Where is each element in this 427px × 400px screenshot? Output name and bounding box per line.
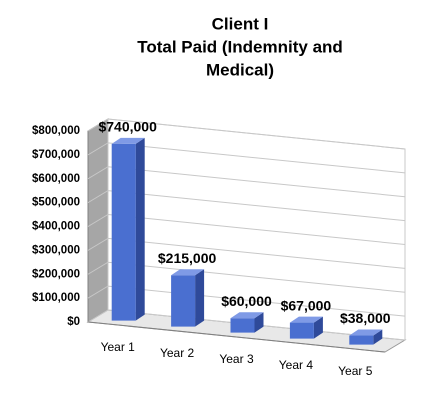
grid-line (87, 142, 406, 174)
y-tick-label: $100,000 (32, 292, 80, 304)
x-tick-label: Year 4 (279, 358, 314, 372)
value-label: $215,000 (158, 250, 217, 266)
bar-side (254, 312, 264, 333)
chart-title: Total Paid (Indemnity and (137, 37, 343, 56)
value-label: $740,000 (98, 119, 157, 135)
grid-line (87, 261, 406, 293)
bar (111, 143, 136, 321)
bar (171, 275, 196, 327)
grid-line (87, 237, 406, 269)
grid-line (87, 190, 406, 222)
y-tick-label: $800,000 (32, 125, 80, 137)
y-tick-label: $500,000 (32, 197, 80, 209)
y-tick-label: $400,000 (32, 221, 80, 233)
bar (289, 322, 314, 339)
grid-line (87, 166, 406, 198)
chart-title: Medical) (206, 60, 274, 79)
bar-side (373, 329, 383, 345)
value-label: $38,000 (340, 310, 391, 326)
bar (230, 318, 255, 333)
y-tick-label: $200,000 (32, 268, 80, 280)
bar-top (349, 329, 383, 336)
bar-top (289, 316, 323, 323)
x-tick-label: Year 2 (160, 346, 195, 360)
value-label: $67,000 (281, 297, 332, 313)
x-tick-label: Year 3 (219, 352, 254, 366)
grid-line (87, 118, 406, 150)
bar (349, 335, 374, 345)
y-tick-label: $0 (67, 316, 80, 328)
bar-side (135, 137, 145, 321)
x-tick-label: Year 1 (101, 340, 136, 354)
grid-line (87, 285, 406, 317)
bar-side (313, 316, 323, 339)
bar-top (171, 269, 205, 276)
value-label: $60,000 (221, 293, 272, 309)
chart-title: Client I (212, 14, 269, 33)
bar-top (111, 137, 145, 144)
y-tick-label: $700,000 (32, 149, 80, 161)
y-tick-label: $300,000 (32, 244, 80, 256)
y-tick-label: $600,000 (32, 173, 80, 185)
grid-line (87, 213, 406, 245)
x-axis (87, 321, 386, 353)
x-tick-label: Year 5 (338, 364, 373, 378)
bar-top (230, 312, 264, 319)
bar-side (195, 269, 205, 327)
